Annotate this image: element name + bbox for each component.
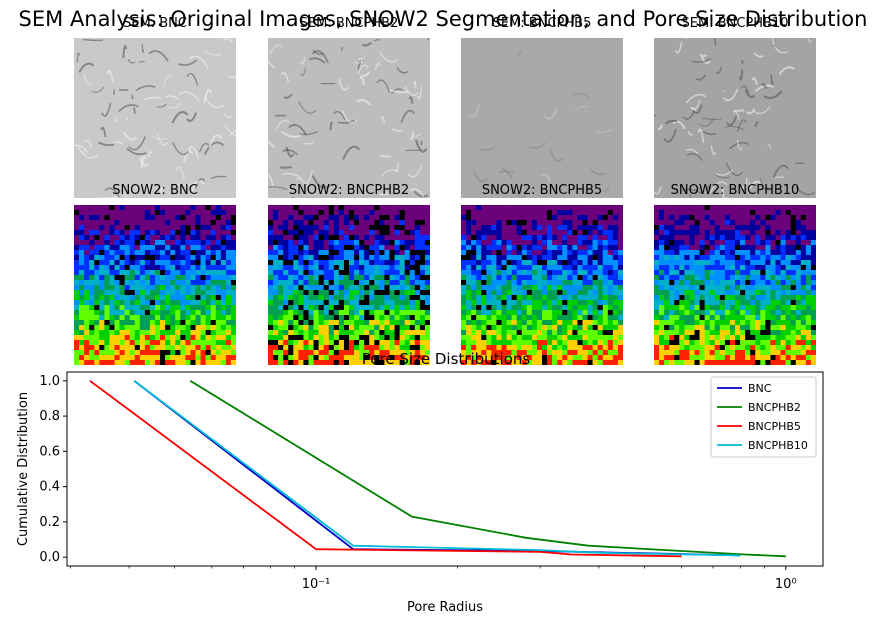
snow-title-bnc: SNOW2: BNC xyxy=(112,183,198,198)
sem-title-bncphb2: SEM: BNCPHB2 xyxy=(299,16,399,31)
snow-image-bnc xyxy=(74,205,237,366)
snow-image-bncphb5 xyxy=(461,205,624,366)
y-axis: 0.0 0.2 0.4 0.6 0.8 1.0 xyxy=(39,374,67,565)
y-tick-label: 0.0 xyxy=(39,550,60,565)
chart-title: Pore Size Distributions xyxy=(362,350,531,368)
y-axis-label: Cumulative Distribution xyxy=(16,392,31,546)
y-tick-label: 0.4 xyxy=(39,480,60,495)
legend-label: BNCPHB5 xyxy=(748,420,801,433)
series-line-bncphb5 xyxy=(89,380,682,558)
series-lines xyxy=(89,380,786,558)
legend-label: BNCPHB2 xyxy=(748,401,801,414)
x-axis-label: Pore Radius xyxy=(407,600,483,615)
x-axis: 10⁻¹ 10⁰ xyxy=(70,566,797,592)
legend: BNC BNCPHB2 BNCPHB5 BNCPHB10 xyxy=(710,376,817,458)
sem-image-bnc xyxy=(66,26,247,200)
y-tick-label: 0.6 xyxy=(39,444,60,459)
y-tick-label: 0.8 xyxy=(39,409,60,424)
y-tick-label: 0.2 xyxy=(39,515,60,530)
sem-image-bncphb5 xyxy=(461,26,623,198)
sem-title-bncphb5: SEM: BNCPHB5 xyxy=(492,16,592,31)
legend-box xyxy=(710,376,817,458)
sem-title-bnc: SEM: BNC xyxy=(123,16,187,31)
series-line-bncphb10 xyxy=(133,380,741,557)
sem-image-bncphb2 xyxy=(257,26,441,208)
x-tick-label: 10⁰ xyxy=(775,577,797,592)
legend-label: BNCPHB10 xyxy=(748,439,808,452)
sem-title-bncphb10: SEM: BNCPHB10 xyxy=(681,16,789,31)
x-tick-label: 10⁻¹ xyxy=(302,577,331,592)
snow-title-bncphb10: SNOW2: BNCPHB10 xyxy=(670,183,800,198)
snow-title-bncphb2: SNOW2: BNCPHB2 xyxy=(288,183,410,198)
figure-title: SEM Analysis: Original Images, SNOW2 Seg… xyxy=(18,7,868,31)
legend-label: BNC xyxy=(748,382,772,395)
snow-image-bncphb2 xyxy=(268,205,431,366)
series-line-bncphb2 xyxy=(189,380,786,558)
snow-image-bncphb10 xyxy=(654,205,817,366)
snow-title-bncphb5: SNOW2: BNCPHB5 xyxy=(481,183,603,198)
plot-area xyxy=(66,371,824,567)
y-tick-label: 1.0 xyxy=(39,374,60,389)
series-line-bnc xyxy=(133,380,741,557)
